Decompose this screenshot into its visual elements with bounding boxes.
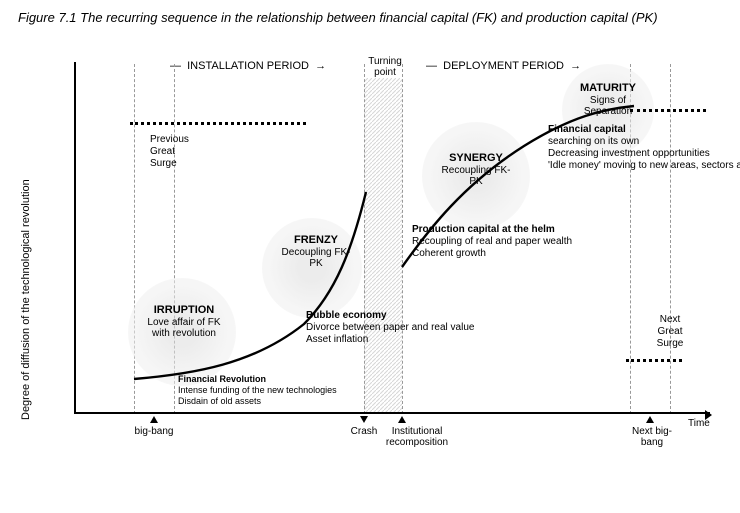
anno-fin-rev: Financial RevolutionIntense funding of t… [178,374,337,406]
tick-crash [360,416,368,423]
anno-bubble-econ: Bubble economyDivorce between paper and … [306,310,474,346]
figure-title: Figure 7.1 The recurring sequence in the… [0,0,740,25]
lbl-next: Next big-bang [624,426,680,448]
phase-maturity: MATURITYSigns of Separation [568,82,648,118]
axis-time-label: Time [688,418,710,429]
lbl-inst: Institutional recomposition [374,426,460,448]
phase-irruption: IRRUPTIONLove affair of FK with revoluti… [144,304,224,340]
anno-fin-cap: Financial capitalsearching on its own De… [548,124,740,172]
chart-area: — INSTALLATION PERIOD → Turning point — … [74,54,728,454]
tick-next [646,416,654,423]
tick-bigbang [150,416,158,423]
phase-synergy: SYNERGYRecoupling FK-PK [436,152,516,188]
y-axis-label: Degree of diffusion of the technological… [20,179,32,420]
y-axis [74,62,76,414]
phase-frenzy: FRENZYDecoupling FK-PK [276,234,356,270]
anno-prod-cap: Production capital at the helmRecoupling… [412,224,572,260]
lbl-bigbang: big-bang [130,426,178,437]
x-axis [74,412,710,414]
tick-inst [398,416,406,423]
